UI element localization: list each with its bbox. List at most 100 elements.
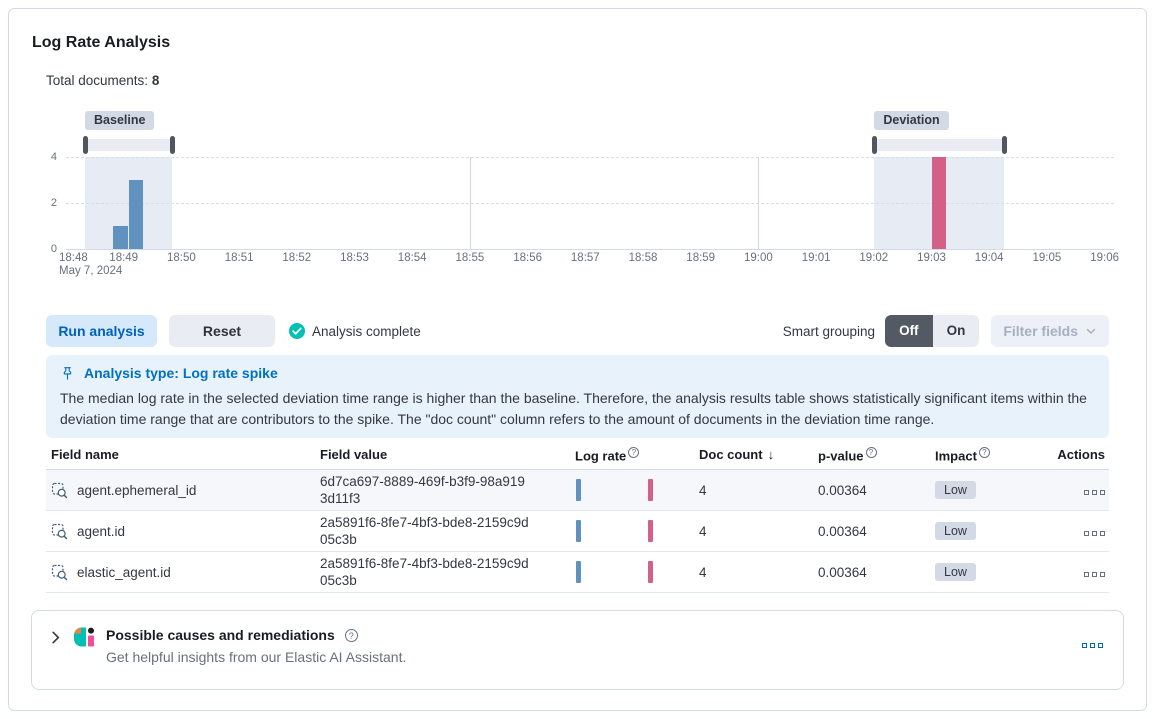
total-documents: Total documents: 8	[46, 73, 159, 88]
smart-grouping-off-button[interactable]: Off	[885, 315, 933, 347]
baseline-doc-count-bar	[113, 226, 128, 249]
header-impact[interactable]: Impact?	[930, 447, 1050, 463]
header-p-value[interactable]: p-value?	[813, 447, 930, 463]
row-actions-icon[interactable]	[1084, 489, 1105, 495]
log-rate-mini-chart	[575, 561, 655, 583]
panel-actions-icon[interactable]	[1082, 643, 1103, 648]
x-axis-tick-label: 18:50	[167, 252, 196, 264]
run-analysis-button[interactable]: Run analysis	[46, 315, 157, 347]
total-documents-label: Total documents:	[46, 73, 149, 88]
x-axis-tick-label: 19:03	[917, 252, 946, 264]
filter-fields-button[interactable]: Filter fields	[991, 315, 1109, 347]
x-axis-tick-label: 18:49	[109, 252, 139, 264]
baseline-doc-count-bar	[128, 180, 144, 249]
gridline-y4	[66, 157, 1114, 158]
p-value: 0.00364	[818, 564, 867, 580]
field-name: agent.id	[77, 523, 126, 539]
baseline-brush[interactable]	[85, 139, 173, 151]
baseline-brush-right-handle[interactable]	[169, 136, 175, 154]
analysis-status-label: Analysis complete	[312, 323, 421, 339]
total-documents-value: 8	[151, 73, 160, 88]
x-axis-tick-label: 19:00	[744, 252, 773, 264]
x-axis-tick-label: 19:04	[974, 252, 1004, 264]
x-axis-line	[66, 249, 1114, 250]
elastic-ai-assistant-icon	[74, 627, 94, 647]
gridline-x-18:55	[469, 157, 471, 249]
deviation-doc-count-bar	[932, 157, 947, 249]
pin-icon	[63, 366, 72, 380]
log-rate-mini-chart	[575, 520, 655, 542]
x-axis-tick-label: 18:56	[513, 252, 542, 264]
log-rate-help-icon[interactable]: ?	[628, 447, 640, 458]
gridline-x-19:00	[758, 157, 760, 249]
x-axis-tick-label: 19:02	[859, 252, 889, 264]
doc-count: 4	[699, 482, 707, 498]
sort-descending-icon[interactable]: ↓	[767, 447, 775, 462]
p-value-help-icon[interactable]: ?	[865, 447, 877, 458]
smart-grouping-toggle: Off On	[885, 315, 980, 347]
callout-body: The median log rate in the selected devi…	[60, 390, 1087, 427]
header-doc-count[interactable]: Doc count ↓	[699, 447, 775, 462]
impact-badge: Low	[935, 563, 976, 581]
deviation-brush[interactable]	[874, 139, 1005, 151]
x-axis-tick-label: 19:01	[801, 252, 831, 264]
header-field-value[interactable]: Field value	[320, 447, 388, 462]
x-axis-date-label: May 7, 2024	[59, 265, 123, 277]
row-actions-icon[interactable]	[1084, 571, 1105, 577]
filter-field-icon[interactable]	[51, 564, 68, 581]
analysis-results-table: Field name Field value Log rate? Doc cou…	[46, 447, 1109, 593]
x-axis-tick-label: 18:58	[628, 252, 658, 264]
x-axis-tick-label: 18:59	[686, 252, 716, 264]
chevron-down-icon	[1086, 328, 1096, 334]
table-header-row: Field name Field value Log rate? Doc cou…	[46, 447, 1109, 470]
filter-field-icon[interactable]	[51, 482, 68, 499]
possible-causes-panel: Possible causes and remediations ? Get h…	[31, 610, 1124, 690]
row-actions-icon[interactable]	[1084, 530, 1105, 536]
x-axis-tick-label: 18:54	[397, 252, 427, 264]
impact-badge: Low	[935, 481, 976, 499]
log-rate-mini-chart	[575, 479, 655, 501]
document-count-chart[interactable]: 0 2 4 Baseline Deviation 18:48 18:49 18:50 18:51…	[9, 105, 1146, 277]
filter-field-icon[interactable]	[51, 523, 68, 540]
field-value: 2a5891f6-8fe7-4bf3-bde8-2159c9d05c3b	[320, 515, 529, 547]
deviation-brush-left-handle[interactable]	[871, 136, 877, 154]
y-axis-tick-label: 2	[50, 197, 57, 209]
header-actions: Actions	[1057, 447, 1105, 462]
y-axis-tick-label: 0	[50, 243, 57, 255]
deviation-badge: Deviation	[874, 111, 949, 130]
possible-causes-help-icon[interactable]: ?	[344, 628, 358, 642]
p-value: 0.00364	[818, 523, 867, 539]
possible-causes-title[interactable]: Possible causes and remediations	[106, 627, 335, 643]
analysis-status: Analysis complete	[288, 322, 421, 340]
possible-causes-subtitle: Get helpful insights from our Elastic AI…	[106, 649, 407, 665]
doc-count: 4	[699, 564, 707, 580]
analysis-toolbar: Run analysis Reset Analysis complete Sma…	[46, 315, 1109, 347]
doc-count: 4	[699, 523, 707, 539]
field-value: 2a5891f6-8fe7-4bf3-bde8-2159c9d05c3b	[320, 556, 529, 588]
table-row: agent.id 2a5891f6-8fe7-4bf3-bde8-2159c9d0…	[46, 511, 1109, 552]
x-axis-tick-label: 19:06	[1090, 252, 1119, 264]
impact-badge: Low	[935, 522, 976, 540]
x-axis-tick-label: 18:55	[455, 252, 485, 264]
deviation-brush-right-handle[interactable]	[1001, 136, 1007, 154]
page-title: Log Rate Analysis	[32, 34, 171, 51]
x-axis-tick-label: 18:48	[59, 252, 88, 264]
baseline-brush-left-handle[interactable]	[82, 136, 88, 154]
smart-grouping-on-button[interactable]: On	[932, 315, 980, 347]
header-field-name[interactable]: Field name	[51, 447, 119, 462]
filter-fields-label: Filter fields	[1003, 323, 1078, 339]
x-axis-tick-label: 18:57	[570, 252, 600, 264]
field-value: 6d7ca697-8889-469f-b3f9-98a9193d11f3	[320, 474, 525, 506]
p-value: 0.00364	[818, 482, 867, 498]
impact-help-icon[interactable]: ?	[978, 447, 990, 458]
table-row: agent.ephemeral_id 6d7ca697-8889-469f-b3f…	[46, 470, 1109, 511]
gridline-y2	[66, 203, 1114, 204]
baseline-badge: Baseline	[85, 111, 155, 130]
field-name: agent.ephemeral_id	[77, 482, 197, 498]
chevron-right-icon[interactable]	[48, 630, 63, 645]
smart-grouping-label: Smart grouping	[782, 323, 876, 339]
reset-button[interactable]: Reset	[169, 315, 275, 347]
x-axis-tick-label: 18:52	[282, 252, 312, 264]
check-circle-icon	[289, 323, 305, 339]
header-log-rate[interactable]: Log rate?	[570, 447, 694, 463]
